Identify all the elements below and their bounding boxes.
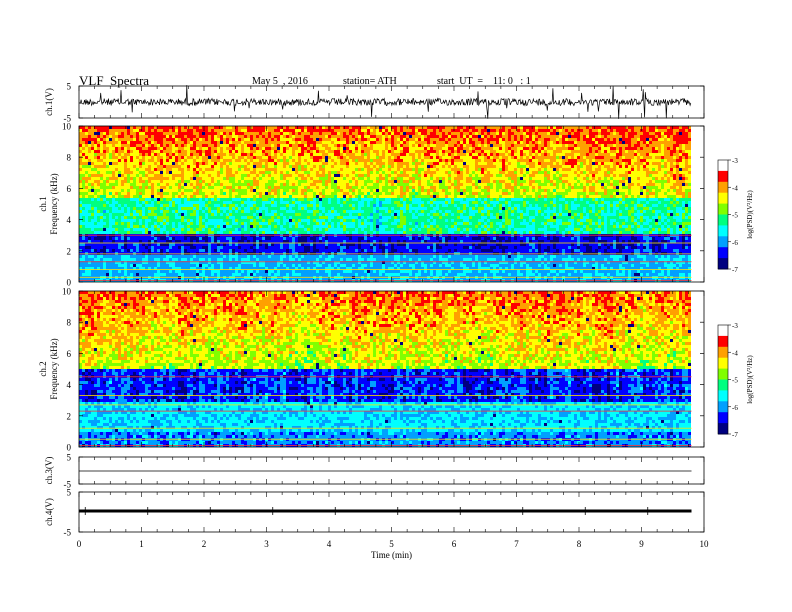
x-tick-label: 4 — [327, 539, 332, 549]
ch2-spectrogram-ytick-label: 0 — [67, 443, 72, 453]
ch2-spectrogram-colorbar-tick-label: -6 — [732, 404, 738, 412]
ch2-spectrogram-ytick-label: 4 — [67, 380, 72, 390]
ch1-spectrogram-colorbar-tick-label: -3 — [732, 157, 738, 165]
ch1-spectrogram-cells — [79, 126, 691, 282]
x-tick-label: 6 — [452, 539, 457, 549]
ch2-spectrogram-colorbar-tick-label: -5 — [732, 377, 738, 385]
ch2-spectrogram-colorbar-tick-label: -7 — [732, 431, 738, 439]
x-tick-label: 10 — [700, 539, 710, 549]
ch1-spectrogram-colorbar-tick-label: -7 — [732, 266, 738, 274]
ch3-waveform-ylabel: ch.3(V) — [44, 457, 54, 485]
ch2-spectrogram-empty-region — [691, 291, 704, 447]
ch1-spectrogram-ytick-label: 8 — [67, 153, 72, 163]
ch2-spectrogram-colorbar-tick-label: -3 — [732, 322, 738, 330]
ch2-spectrogram-ylabel: ch.2 — [38, 361, 48, 376]
x-tick-label: 7 — [514, 539, 519, 549]
ch1-waveform-ytick-label: -5 — [64, 114, 72, 124]
ch2-spectrogram: -3 -4 -5 -6 -7 log(PSD)(V²/Hz) 0 2 4 6 8 10 ch.2 Freq… — [38, 287, 754, 453]
ch2-spectrogram-colorbar: -3 -4 -5 -6 -7 log(PSD)(V²/Hz) — [717, 322, 754, 439]
ch1-waveform-trace — [78, 85, 692, 119]
ch1-spectrogram-ytick-label: 0 — [67, 278, 72, 288]
ch4-waveform-trace — [79, 509, 692, 513]
ch4-waveform-ytick-label: 5 — [67, 488, 72, 498]
ch4-waveform: 5 -5 ch.4(V) — [44, 488, 705, 538]
ch2-spectrogram-ytick-label: 8 — [67, 318, 72, 328]
ch1-spectrogram-colorbar-tick-label: -6 — [732, 239, 738, 247]
ch2-spectrogram-ylabel: Frequency (kHz) — [49, 338, 59, 399]
ch2-spectrogram-ytick-label: 10 — [62, 287, 72, 297]
ch1-waveform-ytick-label: 5 — [67, 82, 72, 92]
ch2-spectrogram-colorbar-label: log(PSD)(V²/Hz) — [746, 355, 754, 404]
date-label: May 5 , 2016 — [252, 76, 308, 87]
ch1-spectrogram-ytick-label: 4 — [67, 215, 72, 225]
ch3-waveform-ytick-label: -5 — [64, 480, 72, 490]
ch2-spectrogram-ytick-label: 6 — [67, 349, 72, 359]
ch1-spectrogram-ylabel: Frequency (kHz) — [49, 173, 59, 234]
ch1-spectrogram-colorbar-tick-label: -4 — [732, 184, 738, 192]
ch1-spectrogram-ytick-label: 10 — [62, 122, 72, 132]
ch1-spectrogram-ylabel: ch.1 — [38, 196, 48, 211]
x-axis-label: Time (min) — [371, 550, 412, 560]
ch1-spectrogram-colorbar-label: log(PSD)(V²/Hz) — [746, 190, 754, 239]
ch1-spectrogram-colorbar-tick-label: -5 — [732, 212, 738, 220]
ch2-spectrogram-ytick-label: 2 — [67, 411, 72, 421]
ch1-spectrogram-colorbar: -3 -4 -5 -6 -7 log(PSD)(V²/Hz) — [717, 157, 754, 274]
start-time-label: start UT = 11: 0 : 1 — [437, 76, 531, 87]
x-tick-label: 1 — [139, 539, 144, 549]
ch1-waveform-ylabel: ch.1(V) — [44, 88, 54, 116]
x-tick-label: 5 — [389, 539, 394, 549]
ch1-spectrogram: -3 -4 -5 -6 -7 log(PSD)(V²/Hz) 0 2 4 6 8 10 ch.1 Freq… — [38, 122, 754, 288]
ch3-waveform: 5 -5 ch.3(V) — [44, 453, 705, 490]
ch2-spectrogram-cells — [79, 291, 691, 447]
ch4-waveform-ytick-label: -5 — [64, 528, 72, 538]
x-tick-label: 8 — [577, 539, 582, 549]
ch1-spectrogram-ytick-label: 2 — [67, 246, 72, 256]
station-label: station= ATH — [343, 76, 397, 87]
x-tick-label: 0 — [77, 539, 82, 549]
ch1-spectrogram-ytick-label: 6 — [67, 184, 72, 194]
ch4-waveform-ylabel: ch.4(V) — [44, 498, 54, 526]
ch3-waveform-ytick-label: 5 — [67, 453, 72, 463]
x-tick-label: 3 — [264, 539, 269, 549]
chart-title: VLF Spectra — [79, 73, 149, 89]
ch1-spectrogram-empty-region — [691, 126, 704, 282]
ch1-waveform: 5 -5 ch.1(V) — [44, 82, 705, 124]
x-tick-label: 9 — [639, 539, 644, 549]
x-tick-label: 2 — [202, 539, 207, 549]
ch2-spectrogram-colorbar-tick-label: -4 — [732, 349, 738, 357]
